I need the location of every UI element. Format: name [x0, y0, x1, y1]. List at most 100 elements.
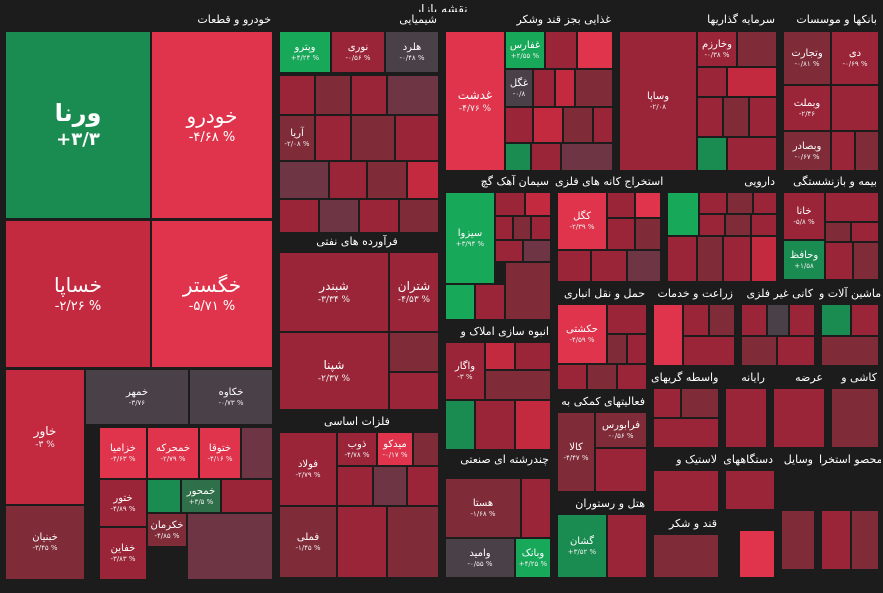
tile-vbmellat[interactable]: وبملت -۲/۴۶: [783, 85, 831, 131]
tile-khsapa[interactable]: خساپا -۲/۲۶ %: [5, 220, 151, 368]
tile-food-8[interactable]: [563, 107, 593, 143]
tile-min-7[interactable]: [627, 250, 661, 282]
tile-min-6[interactable]: [591, 250, 627, 282]
tile-ph-1[interactable]: [667, 192, 699, 236]
tile-food-11[interactable]: [531, 143, 561, 171]
tile-khbahman[interactable]: خبنیان -۳/۴۵ %: [5, 505, 85, 580]
tile-food-7[interactable]: [533, 107, 563, 143]
tile-ph-11[interactable]: [751, 236, 777, 282]
tile-chem-6[interactable]: [351, 115, 395, 161]
tile-kala[interactable]: کالا -۴/۴۷ %: [557, 412, 595, 492]
tile-to-1[interactable]: [781, 510, 815, 570]
tile-food-4[interactable]: [555, 69, 575, 107]
tile-inv-7[interactable]: [697, 137, 727, 171]
tile-re-2[interactable]: [515, 342, 551, 370]
tile-tr-2[interactable]: [607, 334, 627, 364]
tile-chem-3[interactable]: [351, 75, 387, 115]
tile-ghgol[interactable]: غگل -۰/۸: [505, 69, 533, 107]
tile-multi-1[interactable]: [521, 478, 551, 538]
tile-ag-4[interactable]: [683, 336, 735, 366]
tile-food-10[interactable]: [505, 143, 531, 171]
tile-ph-9[interactable]: [697, 236, 723, 282]
tile-cem-5[interactable]: [531, 216, 551, 240]
tile-ma-1[interactable]: [821, 304, 851, 336]
tile-chem-9[interactable]: [329, 161, 367, 199]
tile-food-12[interactable]: [561, 143, 613, 171]
tile-cem-9[interactable]: [475, 284, 505, 320]
tile-hasta[interactable]: هستا -۱/۶۸ %: [445, 478, 521, 538]
tile-nm-5[interactable]: [777, 336, 815, 366]
tile-inv-1[interactable]: [737, 31, 777, 67]
tile-ph-8[interactable]: [667, 236, 697, 282]
tile-folad[interactable]: فولاد -۲/۷۹ %: [279, 432, 337, 506]
tile-dv-2[interactable]: [739, 530, 775, 578]
tile-ma-3[interactable]: [821, 336, 879, 366]
tile-vbank[interactable]: وبانک +۴/۲۵ %: [515, 538, 551, 578]
tile-inv-6[interactable]: [749, 97, 777, 137]
tile-cem-3[interactable]: [495, 216, 513, 240]
tile-ph-2[interactable]: [699, 192, 727, 214]
tile-food-5[interactable]: [575, 69, 613, 107]
tile-chem-8[interactable]: [279, 161, 329, 199]
tile-vrena[interactable]: ورنا +۳/۳: [5, 31, 151, 219]
tile-ti-1[interactable]: [831, 388, 879, 448]
tile-ph-4[interactable]: [753, 192, 777, 214]
tile-midko[interactable]: میدکو -۰/۱۷ %: [377, 432, 413, 466]
tile-khkarman[interactable]: خکرمان -۴/۸۵ %: [147, 513, 187, 547]
tile-met-5[interactable]: [337, 506, 387, 578]
tile-gshan[interactable]: گشان +۳/۵۲ %: [557, 514, 607, 578]
tile-khomehr[interactable]: خمهر -۳/۷۶: [85, 369, 189, 425]
tile-khana[interactable]: خانا -۵/۸ %: [783, 192, 825, 240]
tile-chem-13[interactable]: [319, 199, 359, 233]
tile-nm-2[interactable]: [767, 304, 789, 336]
tile-dv-1[interactable]: [725, 470, 775, 510]
tile-tr-1[interactable]: [607, 304, 647, 334]
tile-food-2[interactable]: [577, 31, 613, 69]
tile-shpna[interactable]: شپنا -۲/۳۷ %: [279, 332, 389, 410]
tile-khodro[interactable]: خودرو -۴/۶۸ %: [151, 31, 273, 219]
tile-vkhazam[interactable]: وخارزم -۰/۳۸ %: [697, 31, 737, 67]
tile-chem-11[interactable]: [407, 161, 439, 199]
tile-vtejarat[interactable]: وتجارت -۰/۸۱ %: [783, 31, 831, 85]
tile-cem-7[interactable]: [523, 240, 551, 262]
tile-inv-2[interactable]: [697, 67, 727, 97]
tile-te-3[interactable]: [653, 418, 719, 448]
tile-farabourse[interactable]: فرابورس -۰/۵۶ %: [595, 412, 647, 448]
tile-khfain[interactable]: خفاین -۳/۸۳ %: [99, 527, 147, 580]
tile-arya[interactable]: آریا -۲/۰۸ %: [279, 115, 315, 161]
tile-cem-2[interactable]: [525, 192, 551, 216]
tile-re-4[interactable]: [445, 400, 475, 450]
tile-ag-2[interactable]: [683, 304, 709, 336]
tile-khemhor[interactable]: خمحور +۳/۵ %: [181, 479, 221, 513]
tile-noori[interactable]: نوری -۰/۵۶ %: [331, 31, 385, 73]
tile-chem-7[interactable]: [395, 115, 439, 161]
tile-zob[interactable]: ذوب -۴/۷۸ %: [337, 432, 377, 466]
tile-vhafez[interactable]: وحافظ +۱/۵۸: [783, 240, 825, 280]
tile-chem-14[interactable]: [359, 199, 399, 233]
tile-inv-4[interactable]: [697, 97, 723, 137]
tile-chem-1[interactable]: [279, 75, 315, 115]
tile-nm-3[interactable]: [789, 304, 815, 336]
tile-dey[interactable]: دی -۰/۶۹ %: [831, 31, 879, 85]
tile-chem-5[interactable]: [315, 115, 351, 161]
tile-ins-5[interactable]: [853, 242, 879, 280]
tile-chem-15[interactable]: [399, 199, 439, 233]
tile-min-4[interactable]: [635, 218, 661, 250]
tile-khzamia[interactable]: خزامیا -۴/۶۳ %: [99, 427, 147, 479]
tile-re-3[interactable]: [485, 370, 551, 400]
tile-khgostar[interactable]: خگستر -۵/۷۱ %: [151, 220, 273, 368]
tile-re-5[interactable]: [475, 400, 515, 450]
tile-re-1[interactable]: [485, 342, 515, 370]
tile-min-5[interactable]: [557, 250, 591, 282]
tile-cem-8[interactable]: [445, 284, 475, 320]
tile-bank-1[interactable]: [831, 85, 879, 131]
tile-ins-4[interactable]: [825, 242, 853, 280]
tile-ag-3[interactable]: [709, 304, 735, 336]
tile-ho-1[interactable]: [607, 514, 647, 578]
tile-shbandar[interactable]: شبندر -۳/۳۴ %: [279, 252, 389, 332]
tile-chem-4[interactable]: [387, 75, 439, 115]
tile-te-2[interactable]: [681, 388, 719, 418]
tile-pl-1[interactable]: [653, 470, 719, 512]
tile-chem-12[interactable]: [279, 199, 319, 233]
tile-met-4[interactable]: [407, 466, 439, 506]
